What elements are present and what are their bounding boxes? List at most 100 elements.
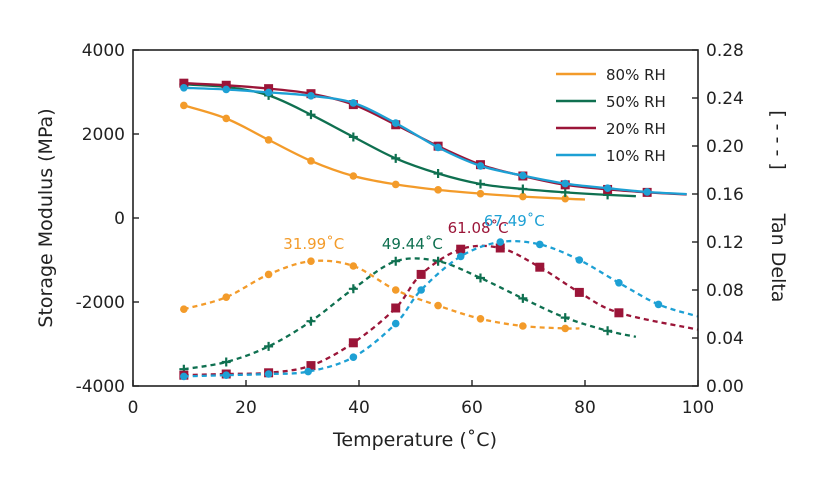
tan-delta-point-50pct-rh [433,256,443,266]
legend-label: 10% RH [606,147,666,165]
y-right-tick-label: 0.16 [706,185,744,205]
y-right-tick-label: 0.28 [706,41,744,61]
storage-modulus-point-10pct-rh [391,119,400,127]
storage-modulus-point-10pct-rh [307,91,315,100]
y-axis-right-title: [ - - - ] Tan Delta [767,110,789,302]
storage-modulus-point-50pct-rh [433,168,443,178]
y-axis-left-title: Storage Modulus (MPa) [35,108,57,327]
tan-delta-point-10pct-rh [417,286,425,294]
legend: 80% RH 50% RH 20% RH 10% RH [556,66,666,165]
storage-modulus-point-20pct-rh [221,80,231,90]
y-left-tick-label: 4000 [82,41,125,61]
storage-modulus-point-10pct-rh [434,143,442,152]
x-tick-label: 80 [574,398,596,418]
storage-modulus-point-10pct-rh [561,179,570,188]
tan-delta-point-80pct-rh [264,270,273,279]
storage-modulus-point-80pct-rh [391,180,400,189]
tan-delta-point-80pct-rh [519,322,527,330]
right-axis-title-text: Tan Delta [767,213,789,303]
tick-layer: 0 20 40 60 80 100 -4000 -2000 0 2000 4000 0.00 0.04 0… [76,41,744,418]
storage-modulus-point-50pct-rh [475,179,485,189]
storage-modulus-point-80pct-rh [561,194,570,203]
tan-delta-point-10pct-rh [304,367,312,376]
storage-modulus-point-10pct-rh [264,88,273,97]
tan-delta-point-20pct-rh [495,243,505,253]
y-right-tick-label: 0.04 [706,329,744,349]
legend-label: 50% RH [606,93,666,111]
tan-delta-point-10pct-rh [264,370,273,378]
x-tick-label: 0 [128,398,139,418]
y-right-tick-label: 0.00 [706,377,744,397]
tan-delta-point-80pct-rh [391,286,400,294]
tan-delta-point-80pct-rh [349,262,358,270]
storage-modulus-point-10pct-rh [180,84,188,92]
storage-modulus-point-50pct-rh [391,153,401,163]
peak-temperature-label: 67.49˚C [484,212,545,230]
y-right-tick-label: 0.20 [706,137,744,157]
tan-delta-line-10pct-rh [183,239,699,378]
x-tick-label: 40 [348,398,370,418]
storage-modulus-point-80pct-rh [476,189,485,198]
tan-delta-point-50pct-rh [603,326,613,336]
storage-modulus-point-80pct-rh [180,101,188,110]
tan-delta-point-50pct-rh [264,341,274,351]
storage-modulus-point-80pct-rh [519,192,527,201]
tan-delta-point-10pct-rh [496,238,505,246]
tan-delta-point-10pct-rh [180,372,188,381]
peak-temperature-label: 61.08˚C [448,219,509,237]
tan-delta-point-20pct-rh [614,308,624,318]
tan-delta-point-10pct-rh [222,371,231,380]
legend-label: 20% RH [606,120,666,138]
storage-modulus-point-80pct-rh [434,186,442,194]
tan-delta-point-10pct-rh [615,279,623,287]
tan-delta-point-20pct-rh [391,303,401,313]
tan-delta-point-80pct-rh [561,324,570,333]
tan-delta-point-10pct-rh [575,256,584,264]
storage-modulus-point-10pct-rh [476,162,485,170]
tan-delta-point-10pct-rh [391,319,400,328]
peak-temperature-label: 49.44˚C [382,235,443,253]
tan-delta-point-20pct-rh [416,269,426,279]
y-left-tick-label: 0 [114,209,125,229]
tan-delta-point-80pct-rh [434,301,442,310]
legend-label: 80% RH [606,66,666,84]
storage-modulus-point-50pct-rh [560,187,570,197]
storage-modulus-point-10pct-rh [222,85,231,94]
tan-delta-point-50pct-rh [518,293,528,303]
annotation-layer: 31.99˚C 49.44˚C 61.08˚C67.49˚C [283,212,544,253]
storage-modulus-point-80pct-rh [349,172,358,180]
storage-modulus-point-50pct-rh [306,110,316,120]
tan-delta-point-50pct-rh [560,313,570,323]
storage-modulus-point-10pct-rh [349,99,358,107]
storage-modulus-point-80pct-rh [264,136,273,144]
y-right-tick-label: 0.12 [706,233,744,253]
tan-delta-point-20pct-rh [306,361,316,371]
tan-delta-point-20pct-rh [348,338,358,348]
tan-delta-point-80pct-rh [476,315,485,323]
tan-delta-point-80pct-rh [180,305,188,314]
x-tick-label: 100 [682,398,714,418]
tan-delta-line-50pct-rh [183,257,637,371]
tan-delta-point-10pct-rh [349,353,358,362]
tan-delta-point-10pct-rh [456,252,465,261]
y-right-tick-label: 0.08 [706,281,744,301]
y-left-tick-label: 2000 [82,125,125,145]
y-left-tick-label: -2000 [76,293,125,313]
storage-modulus-point-80pct-rh [222,114,231,123]
x-tick-label: 20 [235,398,257,418]
storage-modulus-point-20pct-rh [179,78,189,88]
y-right-tick-label: 0.24 [706,89,744,109]
tan-delta-point-50pct-rh [475,273,485,283]
x-axis-title: Temperature (˚C) [332,429,497,451]
x-tick-label: 60 [461,398,483,418]
storage-modulus-point-10pct-rh [643,188,651,196]
storage-modulus-point-10pct-rh [519,171,527,180]
tan-delta-point-80pct-rh [222,293,231,302]
tan-delta-point-50pct-rh [221,357,231,367]
storage-modulus-point-10pct-rh [603,184,612,192]
tan-delta-point-20pct-rh [456,244,466,254]
tan-delta-point-10pct-rh [654,300,663,309]
peak-temperature-label: 31.99˚C [283,235,344,253]
tan-delta-point-50pct-rh [348,284,358,294]
